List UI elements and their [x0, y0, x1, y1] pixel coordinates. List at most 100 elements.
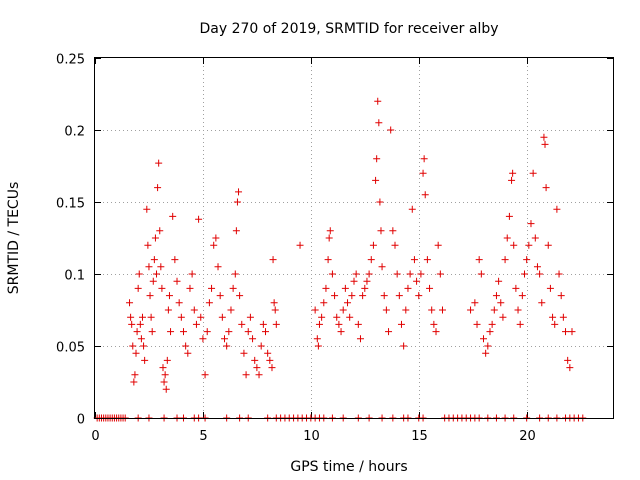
data-point [387, 126, 395, 134]
data-point [421, 191, 429, 199]
data-point [216, 292, 224, 300]
data-point [201, 371, 209, 379]
data-point [156, 227, 164, 235]
data-point [146, 292, 154, 300]
y-axis: 0 0.05 0.1 0.15 0.2 0.25 [56, 53, 613, 428]
data-point [559, 313, 567, 321]
data-point [249, 335, 257, 343]
data-point [546, 284, 554, 292]
y-tick-label: 0.2 [64, 125, 85, 140]
data-point [311, 306, 319, 314]
data-point [210, 241, 218, 249]
data-point [359, 292, 367, 300]
data-point [372, 176, 380, 184]
data-point [137, 335, 145, 343]
chart-title: Day 270 of 2019, SRMTID for receiver alb… [199, 21, 498, 37]
data-point [378, 263, 386, 271]
data-point [480, 335, 487, 343]
data-point [434, 241, 442, 249]
data-point [208, 284, 216, 292]
data-point [551, 320, 559, 328]
data-point [192, 320, 200, 328]
data-point [410, 256, 418, 264]
y-tick-label: 0.15 [56, 197, 85, 212]
data-point [257, 342, 265, 350]
data-point [131, 371, 139, 379]
data-point [514, 306, 522, 314]
data-point [128, 320, 136, 328]
data-point [205, 299, 213, 307]
data-point [251, 356, 259, 364]
data-point [426, 284, 434, 292]
data-point [419, 169, 427, 177]
data-point [406, 270, 414, 278]
data-point [164, 306, 172, 314]
data-point [188, 270, 196, 278]
data-point [126, 299, 134, 307]
y-tick-label: 0.1 [64, 269, 85, 284]
data-point [236, 292, 244, 300]
data-point [264, 349, 272, 357]
data-point [391, 241, 399, 249]
data-point [337, 328, 345, 336]
data-point [374, 97, 382, 105]
data-point [149, 277, 157, 285]
data-point [529, 169, 537, 177]
data-point [253, 364, 261, 372]
data-point [160, 378, 168, 386]
data-point [150, 256, 158, 264]
data-point [141, 356, 149, 364]
data-point [423, 256, 431, 264]
data-point [341, 284, 349, 292]
y-axis-label: SRMTID / TECUs [6, 182, 22, 295]
data-point [203, 328, 211, 336]
data-point [523, 256, 531, 264]
x-tick-label: 0 [91, 429, 99, 444]
data-point [527, 220, 535, 228]
data-point [214, 263, 222, 271]
data-point [516, 320, 524, 328]
data-point [354, 320, 362, 328]
x-axis: 0 5 10 15 20 [91, 58, 536, 444]
data-point [542, 184, 550, 192]
gridlines [95, 58, 613, 418]
data-point [385, 328, 393, 336]
data-point [420, 155, 428, 163]
data-point [377, 227, 385, 235]
data-point [171, 256, 179, 264]
data-point [158, 284, 166, 292]
data-point [397, 320, 405, 328]
data-point [501, 256, 509, 264]
data-point [314, 342, 322, 350]
data-point [134, 284, 142, 292]
data-point [162, 385, 170, 393]
data-point [373, 155, 381, 163]
data-point [352, 270, 360, 278]
data-point [339, 306, 347, 314]
y-tick-label: 0.05 [56, 341, 85, 356]
data-point [155, 159, 163, 167]
data-point [140, 342, 148, 350]
data-point [127, 313, 135, 321]
data-point [148, 328, 156, 336]
data-point [356, 335, 364, 343]
data-point [231, 270, 239, 278]
data-point [242, 371, 250, 379]
y-tick-label: 0.25 [56, 53, 85, 68]
data-point [533, 263, 541, 271]
data-point [557, 292, 565, 300]
data-point [179, 328, 187, 336]
data-point [328, 270, 336, 278]
data-point [255, 371, 263, 379]
data-point [313, 335, 321, 343]
data-point [212, 234, 220, 242]
data-point [436, 270, 444, 278]
data-point [402, 306, 410, 314]
data-point [318, 313, 326, 321]
data-point [549, 313, 557, 321]
data-point [376, 198, 384, 206]
data-point [175, 299, 183, 307]
data-point [564, 356, 572, 364]
data-point [132, 349, 140, 357]
data-point [159, 364, 167, 372]
